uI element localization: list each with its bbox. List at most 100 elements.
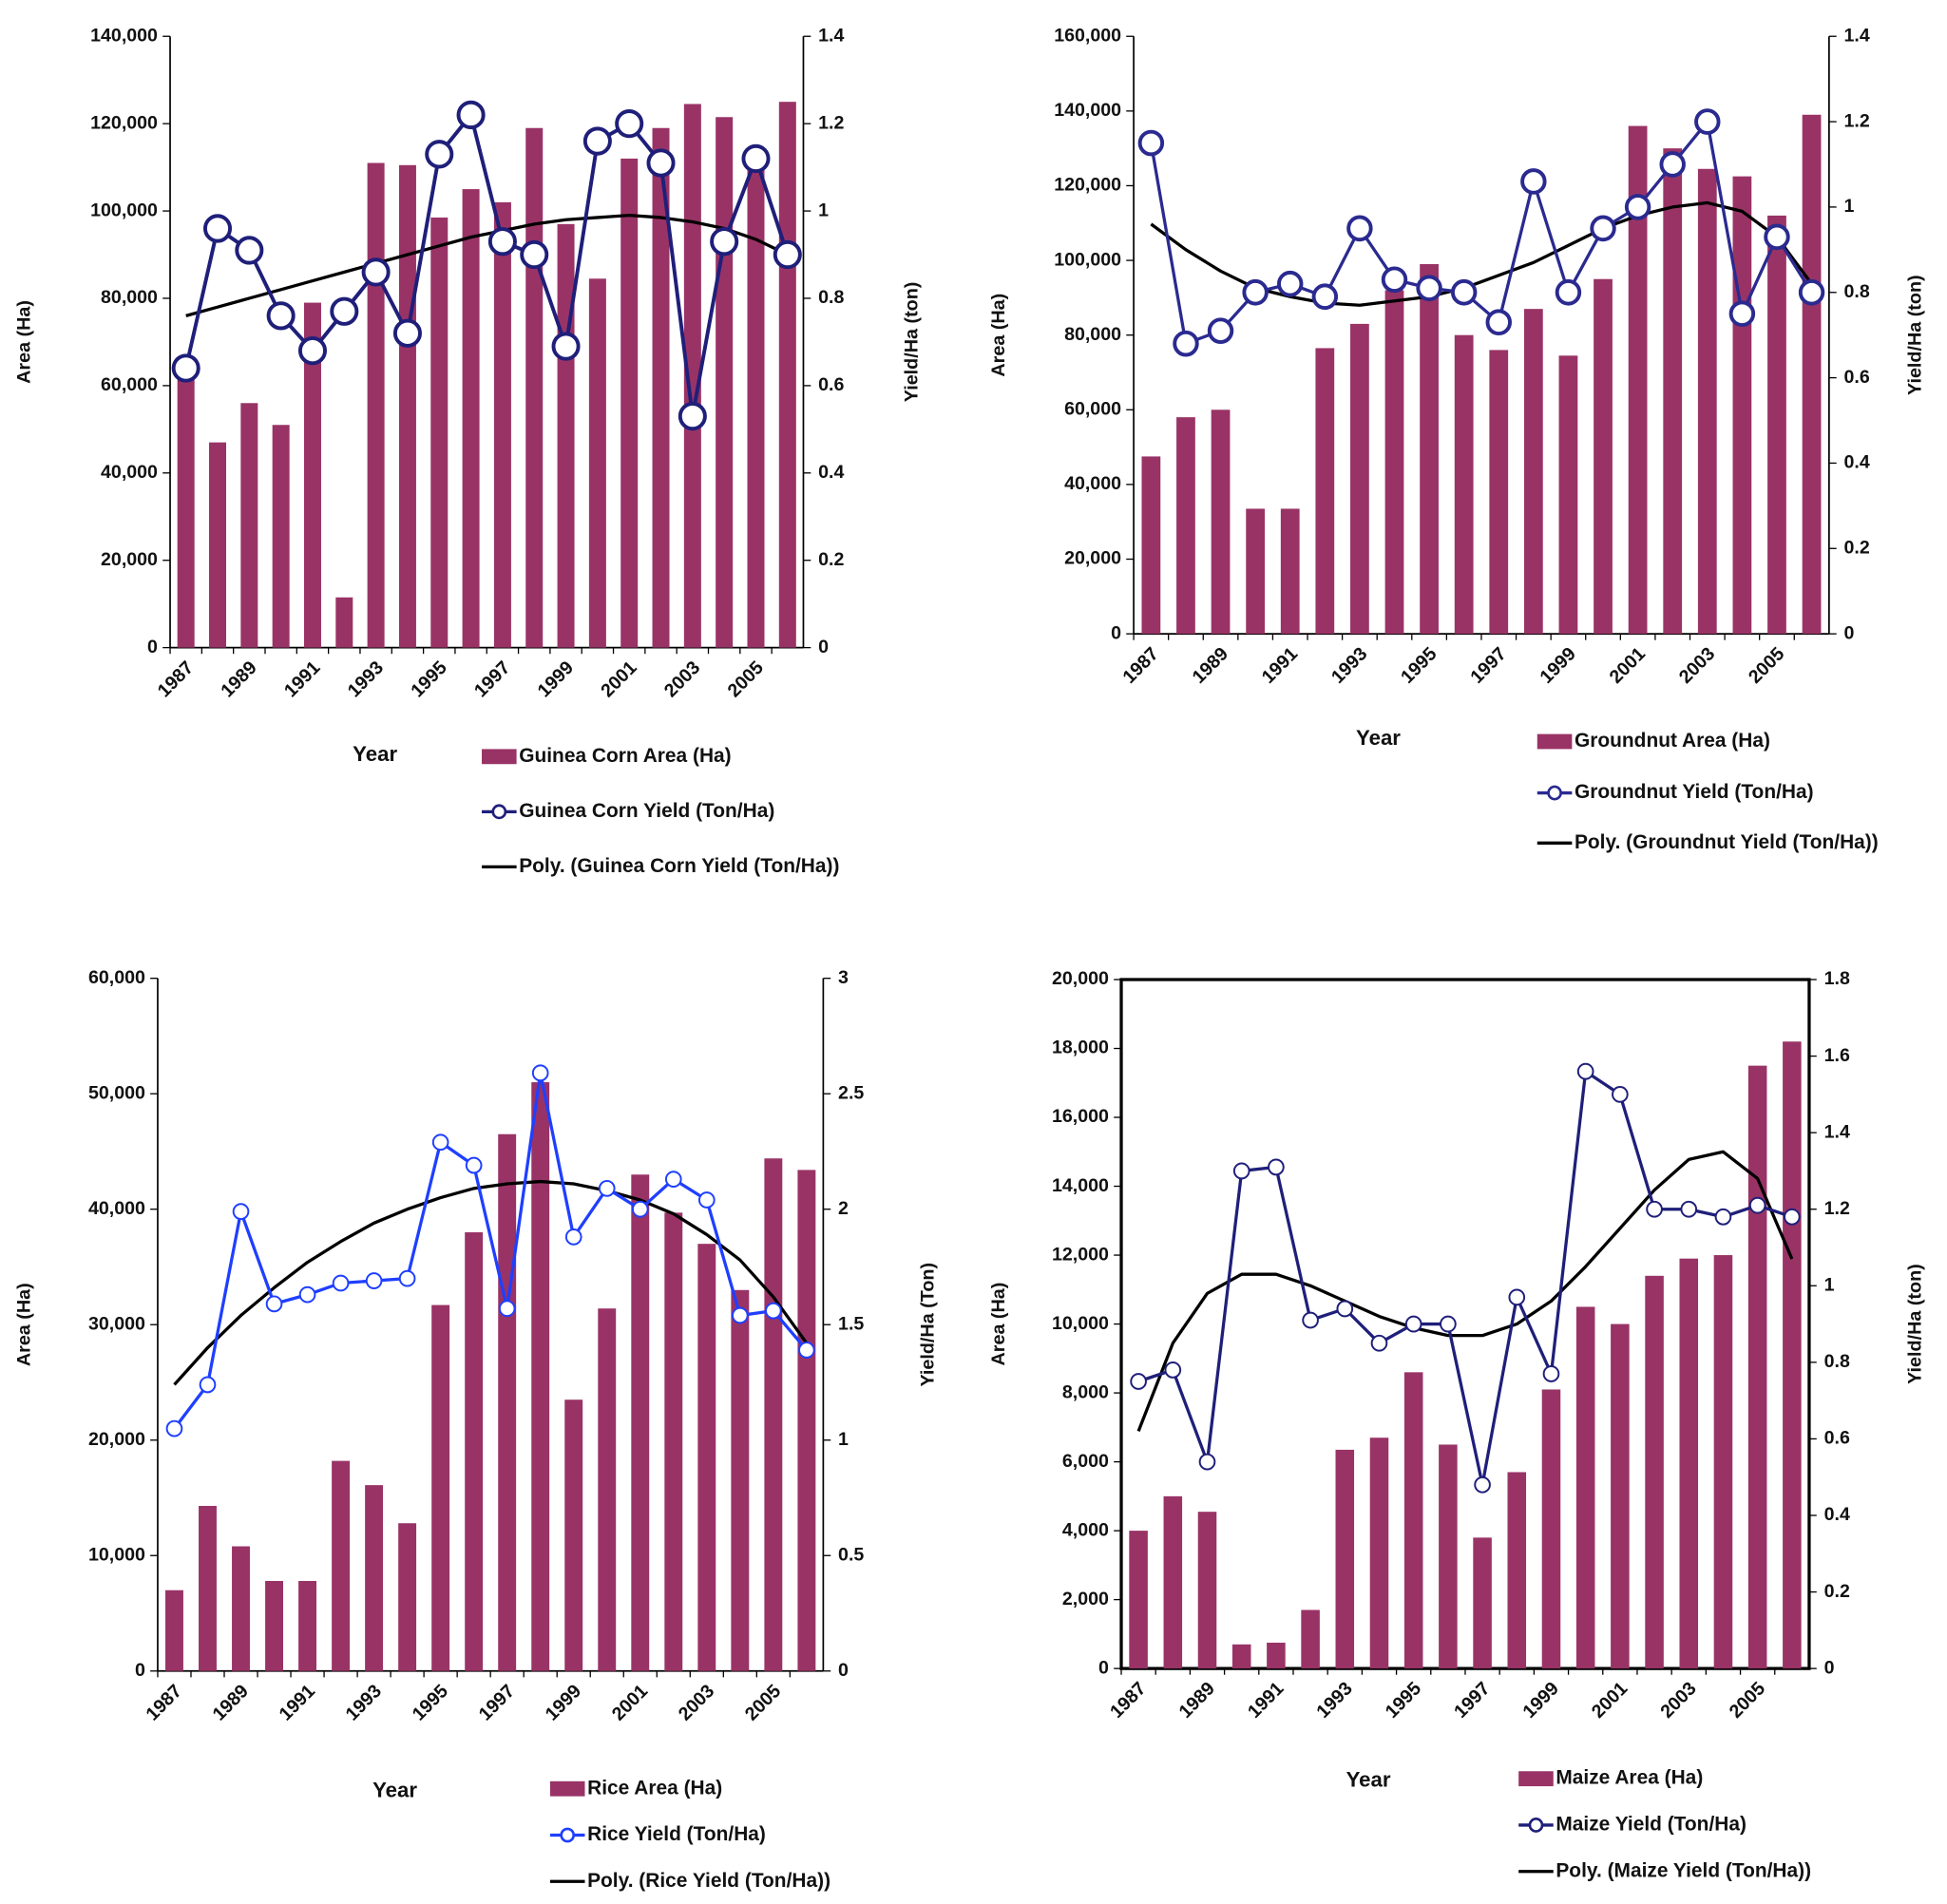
bar <box>1713 1255 1733 1669</box>
y2-axis-title: Yield/Ha (ton) <box>902 282 923 403</box>
legend-label: Poly. (Groundnut Yield (Ton/Ha)) <box>1575 831 1879 853</box>
y2-tick-label: 0.4 <box>1844 452 1870 473</box>
y2-tick-label: 0.8 <box>818 287 844 308</box>
x-tick-label: 1995 <box>1382 1678 1425 1723</box>
legend-label: Groundnut Area (Ha) <box>1575 730 1770 752</box>
y-tick-label: 140,000 <box>90 25 158 46</box>
yield-marker <box>664 1171 682 1189</box>
x-tick-label: 1995 <box>1397 643 1441 688</box>
yield-marker <box>1784 1208 1801 1226</box>
bar <box>177 372 195 648</box>
bar <box>683 104 701 648</box>
yield-marker <box>1694 108 1721 135</box>
x-tick-label: 2003 <box>1675 643 1719 688</box>
legend-marker <box>560 1827 576 1843</box>
legend-label: Guinea Corn Area (Ha) <box>519 745 731 767</box>
bar <box>265 1580 283 1671</box>
legend-label: Groundnut Yield (Ton/Ha) <box>1575 781 1814 803</box>
yield-marker <box>678 401 707 431</box>
x-tick-label: 1993 <box>342 1681 386 1725</box>
bar <box>365 1485 384 1671</box>
x-tick-label: 1991 <box>280 657 324 702</box>
y-axis-title: Area (Ha) <box>13 1283 34 1366</box>
yield-marker <box>1646 1200 1663 1218</box>
chart-panel: 0 10,000 20,000 30,000 40,000 50,000 60,000 0 0.… <box>13 967 938 1892</box>
bar <box>367 162 385 648</box>
yield-marker <box>1173 330 1199 357</box>
bar <box>1129 1531 1148 1669</box>
y-tick-label: 60,000 <box>101 374 158 395</box>
yield-marker <box>564 1228 582 1246</box>
bar <box>697 1244 716 1671</box>
yield-marker <box>1450 278 1478 306</box>
bar <box>1697 168 1717 635</box>
legend-label: Rice Yield (Ton/Ha) <box>587 1823 766 1845</box>
y2-tick-label: 0.4 <box>818 462 844 483</box>
yield-marker <box>631 1200 649 1218</box>
yield-marker <box>1381 266 1408 294</box>
y-tick-label: 0 <box>135 1660 145 1681</box>
yield-marker <box>1277 270 1304 297</box>
bar <box>1507 1472 1527 1669</box>
x-tick-label: 2001 <box>1588 1678 1632 1723</box>
yield-marker <box>741 143 771 174</box>
bar <box>272 425 290 648</box>
yield-marker <box>365 1272 383 1289</box>
bar <box>1628 125 1648 635</box>
x-axis-title: Year <box>372 1778 417 1801</box>
yield-marker <box>456 100 486 130</box>
bar <box>493 201 511 648</box>
yield-marker <box>361 257 391 287</box>
bar <box>462 189 480 648</box>
bar <box>199 1506 217 1671</box>
yield-marker <box>798 1342 815 1359</box>
y-tick-label: 10,000 <box>1052 1313 1109 1334</box>
y2-tick-label: 0.4 <box>1824 1504 1850 1525</box>
yield-marker <box>1590 215 1616 242</box>
y2-tick-label: 0.8 <box>1824 1351 1850 1372</box>
x-tick-label: 1995 <box>409 1681 452 1725</box>
x-tick-label: 1995 <box>407 657 450 702</box>
bar <box>398 164 416 648</box>
bar <box>778 102 796 648</box>
bar <box>797 1170 816 1671</box>
yield-marker <box>1542 1365 1560 1382</box>
bar <box>1301 1609 1320 1669</box>
bar <box>209 442 227 648</box>
yield-marker <box>765 1302 782 1320</box>
x-tick-label: 2005 <box>724 657 768 702</box>
x-tick-label: 2003 <box>660 657 704 702</box>
y-tick-label: 40,000 <box>101 462 158 483</box>
yield-marker <box>732 1306 749 1324</box>
y-tick-label: 12,000 <box>1052 1244 1109 1265</box>
yield-marker <box>1198 1453 1216 1471</box>
yield-marker <box>1624 194 1651 220</box>
x-tick-label: 1993 <box>1312 1678 1356 1723</box>
y-tick-label: 6,000 <box>1062 1451 1109 1472</box>
y-tick-label: 0 <box>1098 1657 1109 1678</box>
bar <box>165 1590 183 1671</box>
yield-marker <box>520 239 549 270</box>
yield-marker <box>1748 1196 1766 1214</box>
bar <box>1403 1372 1423 1669</box>
yield-marker <box>1555 278 1582 306</box>
bar <box>1439 1444 1458 1669</box>
legend-swatch <box>1518 1771 1554 1787</box>
x-tick-label: 1991 <box>1244 1678 1288 1723</box>
x-tick-label: 1999 <box>534 657 578 702</box>
yield-marker <box>398 1269 416 1287</box>
x-axis-title: Year <box>1356 726 1401 750</box>
bar <box>716 117 734 648</box>
yield-marker <box>531 1064 549 1082</box>
yield-marker <box>1680 1200 1698 1218</box>
x-tick-label: 1997 <box>475 1681 519 1725</box>
y2-tick-label: 0.8 <box>1844 281 1870 302</box>
bar <box>1176 417 1195 635</box>
x-tick-label: 1999 <box>1519 1678 1563 1723</box>
y-tick-label: 120,000 <box>90 112 158 133</box>
bar <box>1679 1258 1699 1669</box>
bar <box>1280 508 1300 635</box>
chart-panel: 0 20,000 40,000 60,000 80,000 100,000 120,000 1… <box>13 25 922 877</box>
legend-label: Rice Area (Ha) <box>587 1777 722 1799</box>
